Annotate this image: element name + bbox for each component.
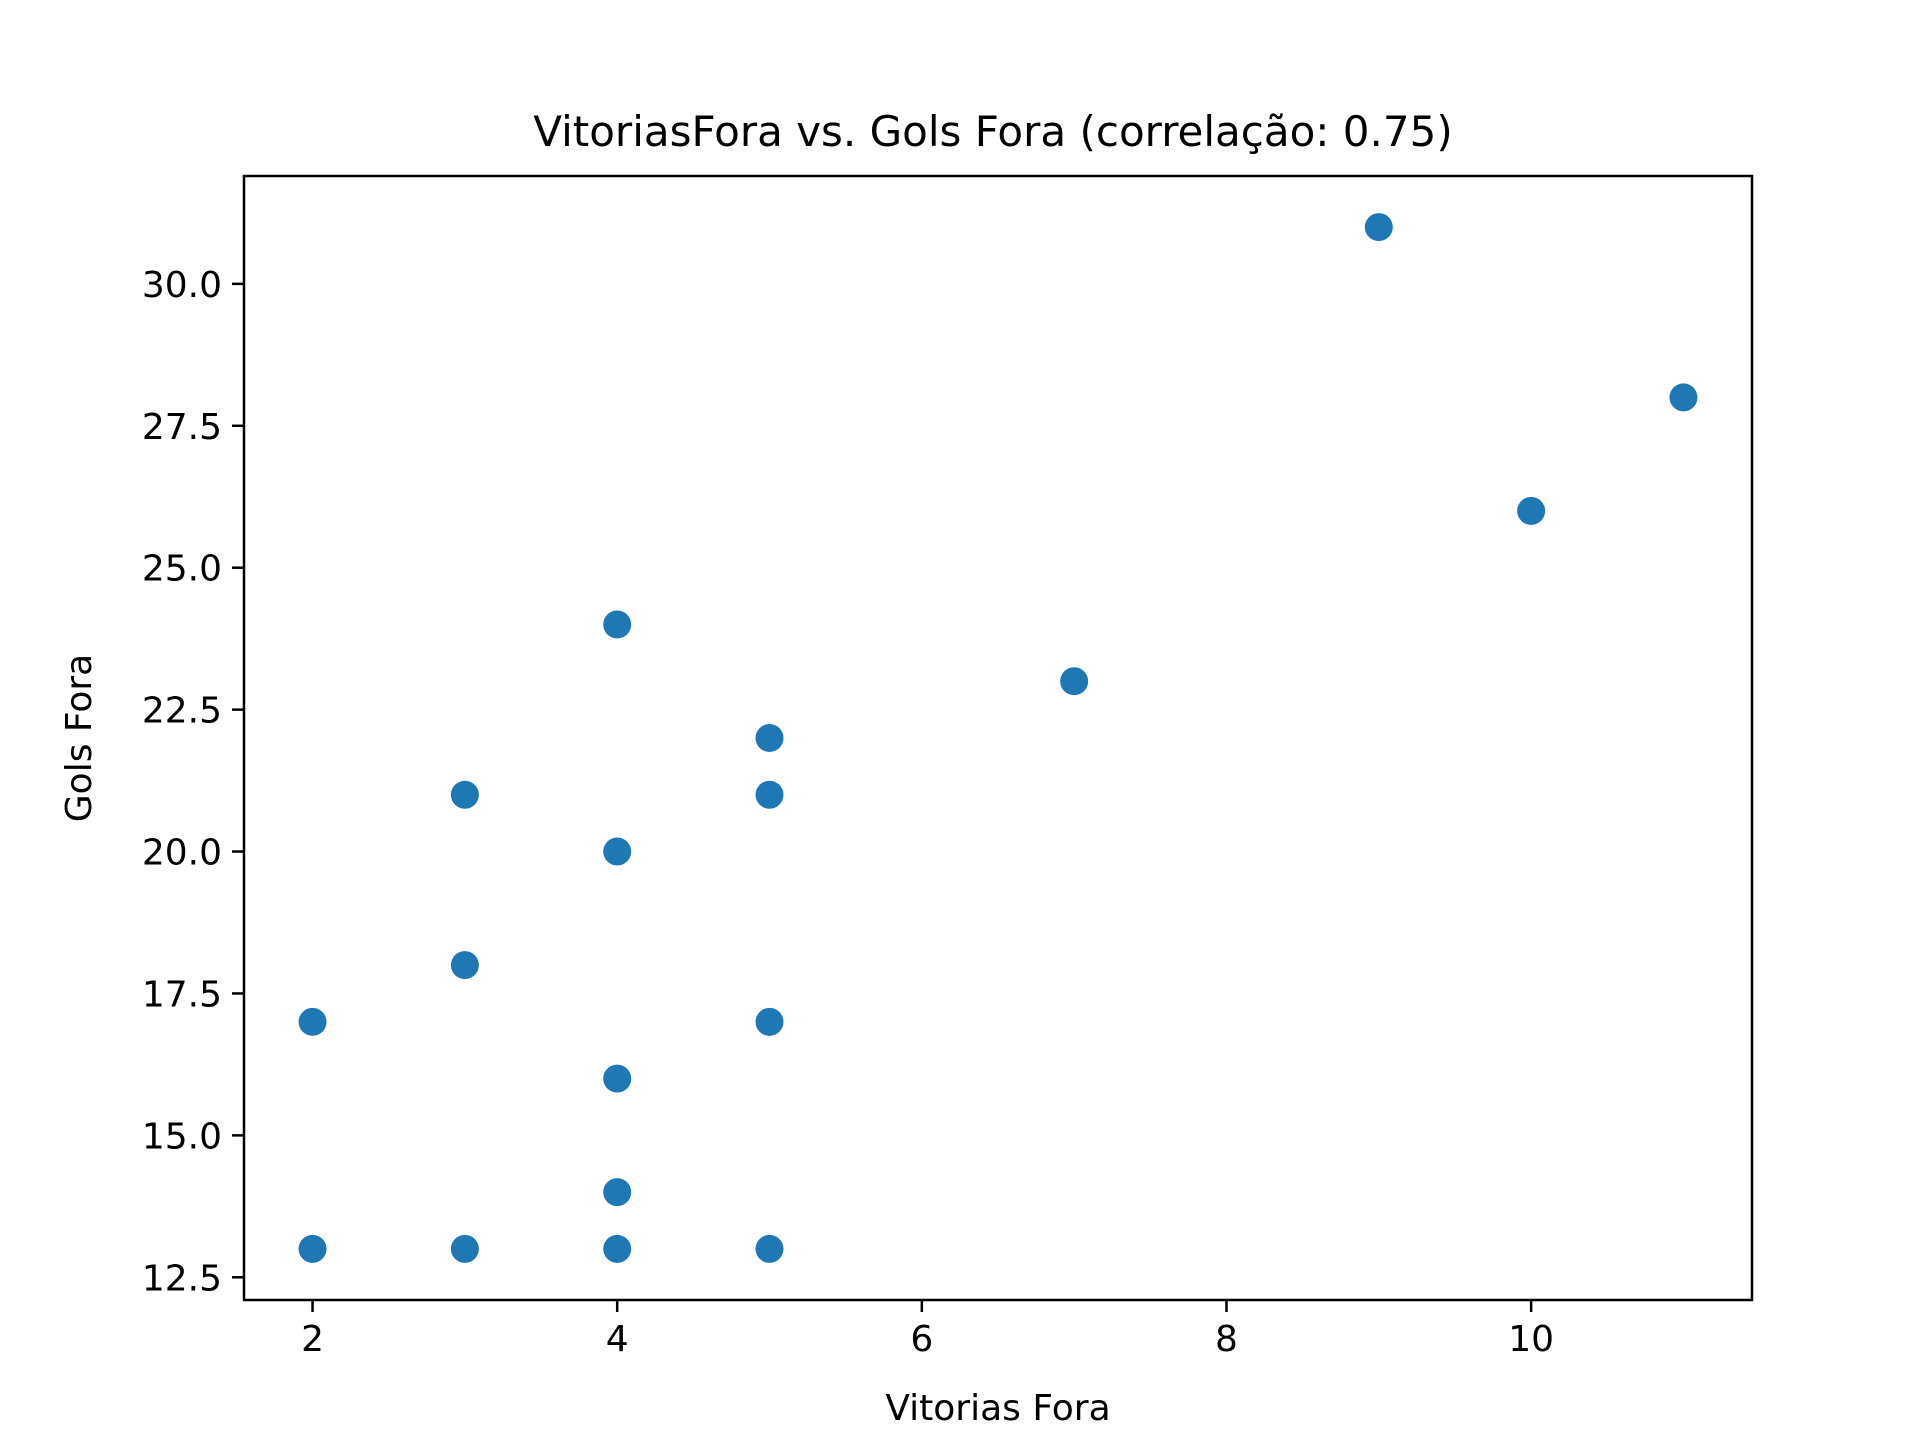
y-tick-label: 17.5: [142, 974, 222, 1015]
data-point: [1669, 383, 1698, 412]
data-point: [603, 1178, 632, 1207]
x-tick-label: 2: [301, 1319, 324, 1360]
data-point: [755, 1007, 784, 1036]
data-point: [450, 780, 479, 809]
y-tick-label: 20.0: [142, 833, 222, 874]
data-point: [1364, 213, 1393, 242]
data-point: [298, 1007, 327, 1036]
data-point: [450, 1234, 479, 1263]
data-point: [755, 724, 784, 752]
x-tick-label: 6: [910, 1319, 933, 1360]
x-tick-label: 4: [606, 1319, 629, 1360]
data-point: [755, 780, 784, 809]
data-point: [603, 1234, 632, 1263]
data-points: [298, 213, 1698, 1263]
data-point: [1060, 667, 1089, 696]
data-point: [603, 1064, 632, 1093]
data-point: [603, 837, 632, 866]
plot-area-frame: [242, 174, 1754, 1302]
y-tick-label: 15.0: [142, 1116, 222, 1157]
y-tick-label: 22.5: [142, 691, 222, 732]
data-point: [298, 1234, 327, 1263]
chart-title: VitoriasFora vs. Gols Fora (correlação: …: [533, 107, 1452, 156]
y-tick-label: 12.5: [142, 1258, 222, 1299]
x-axis-label: Vitorias Fora: [885, 1388, 1110, 1429]
data-point: [603, 610, 632, 639]
y-tick-label: 25.0: [142, 549, 222, 590]
y-tick-label: 30.0: [142, 265, 222, 306]
data-point: [450, 951, 479, 980]
data-point: [1517, 496, 1546, 525]
x-tick-label: 8: [1215, 1319, 1238, 1360]
x-tick-label: 10: [1508, 1319, 1554, 1360]
y-tick-label: 27.5: [142, 407, 222, 448]
x-axis-ticks: 2 4 6 8 10: [301, 1300, 1554, 1360]
y-axis-label: Gols Fora: [59, 654, 100, 822]
y-axis-ticks: 12.5 15.0 17.5 20.0 22.5 25.0 27.5 30.0: [142, 265, 244, 1299]
data-point: [755, 1234, 784, 1263]
